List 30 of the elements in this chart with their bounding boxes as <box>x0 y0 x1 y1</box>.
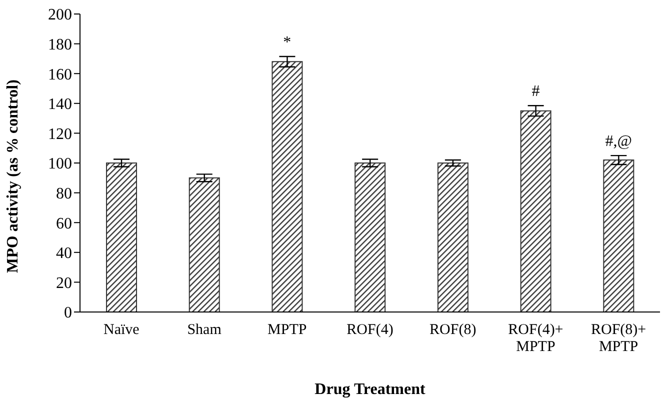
bar <box>354 162 386 312</box>
y-tick-label: 200 <box>48 6 72 24</box>
y-tick-label: 0 <box>64 304 72 322</box>
annotation: # <box>532 83 540 100</box>
y-tick-label: 20 <box>56 274 72 292</box>
x-tick-label: ROF(8) <box>430 322 476 338</box>
x-tick-label: MPTP <box>268 322 307 338</box>
x-tick-label: ROF(4) <box>346 322 394 338</box>
y-tick-label: 80 <box>56 185 72 202</box>
bar <box>437 162 468 312</box>
y-tick-label: 120 <box>48 126 72 143</box>
y-axis-title: MPO activity (as % control) <box>4 80 22 273</box>
y-tick-label: 60 <box>56 215 72 232</box>
bar <box>603 160 634 312</box>
annotation: * <box>283 34 292 51</box>
bar <box>106 162 138 312</box>
bar <box>520 110 552 312</box>
x-axis-title: Drug Treatment <box>314 381 426 398</box>
annotation: #,@ <box>605 132 632 150</box>
y-tick-label: 100 <box>48 156 72 173</box>
y-tick-label: 40 <box>56 245 72 262</box>
x-tick-label: Naïve <box>104 322 140 338</box>
x-tick-label: ROF(4)+ MPTP <box>508 322 564 355</box>
x-tick-label: ROF(8)+ MPTP <box>591 322 646 355</box>
y-tick-label: 180 <box>48 36 72 54</box>
bar <box>272 61 303 312</box>
y-tick-label: 160 <box>48 66 72 84</box>
x-tick-label: Sham <box>187 322 222 338</box>
y-tick-label: 140 <box>48 96 72 114</box>
bar <box>188 177 220 312</box>
